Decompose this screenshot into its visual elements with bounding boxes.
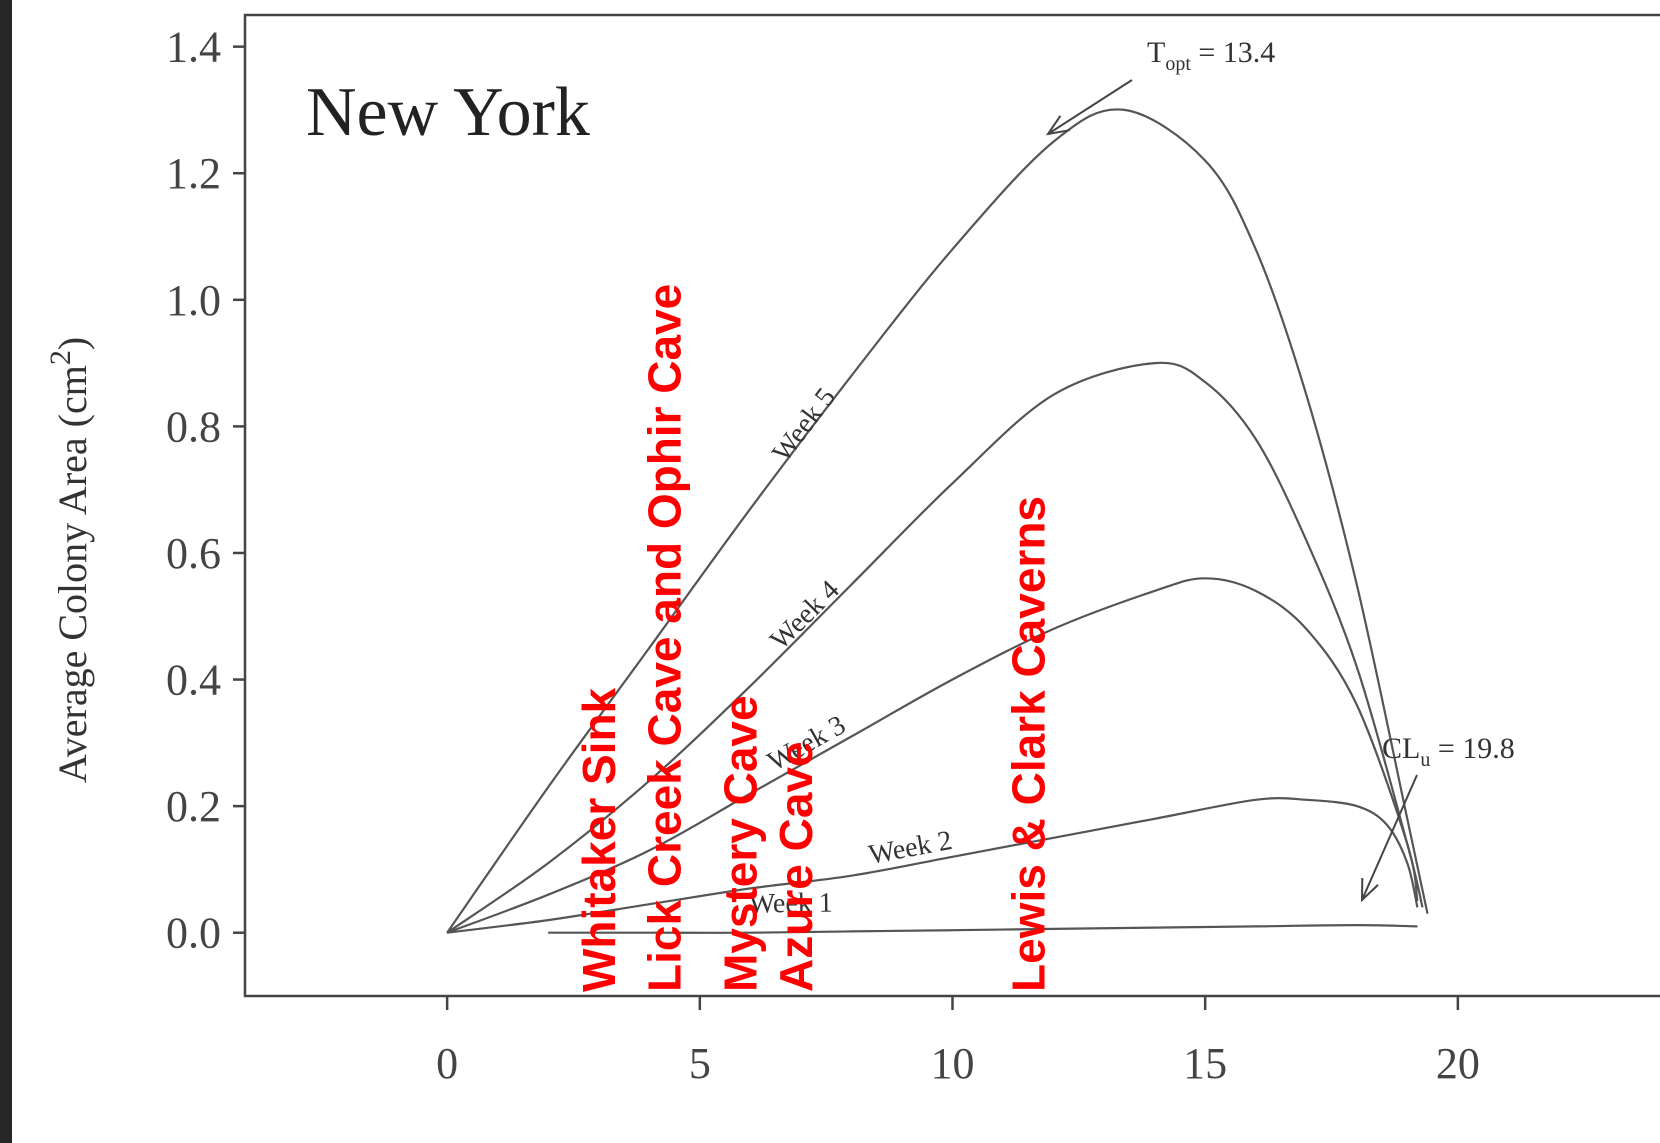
annotation-1-arrow bbox=[1047, 79, 1133, 135]
week-4-label: Week 4 bbox=[764, 575, 845, 656]
y-tick-label: 1.2 bbox=[166, 149, 221, 198]
week-5-line bbox=[446, 108, 1429, 934]
annotation-1-arrowhead bbox=[1045, 115, 1070, 136]
week-2-line bbox=[446, 797, 1419, 934]
y-tick-label: 0.8 bbox=[166, 402, 221, 451]
week-5-label: Week 5 bbox=[766, 382, 842, 468]
annotation-1: Topt = 13.4 bbox=[1147, 36, 1275, 75]
plot-frame bbox=[243, 13, 1660, 998]
week-1-label: Week 1 bbox=[749, 888, 833, 920]
y-tick-label: 1.0 bbox=[166, 276, 221, 325]
week-1-line bbox=[548, 923, 1418, 934]
x-tick-label: 0 bbox=[436, 1039, 458, 1088]
site-label-2: Lick Creek Cave and Ophir Cave bbox=[638, 284, 690, 992]
y-tick-label: 1.4 bbox=[166, 23, 221, 72]
x-tick-label: 20 bbox=[1436, 1039, 1480, 1088]
y-axis-label: Average Colony Area (cm2) bbox=[44, 337, 95, 783]
week-4-line bbox=[446, 361, 1424, 934]
x-tick-label: 5 bbox=[689, 1039, 711, 1088]
colony-area-chart: 0.0 0.2 0.4 0.6 0.8 1.0 1.2 1.4 0 5 10 15 20 Average … bbox=[44, 13, 1660, 1088]
y-tick-label: 0.4 bbox=[166, 656, 221, 705]
curves-layer bbox=[446, 108, 1429, 934]
chart-title: New York bbox=[306, 74, 590, 151]
annotation-2-arrow bbox=[1361, 774, 1418, 901]
annotation-2: CLu = 19.8 bbox=[1382, 732, 1515, 771]
site-label-4: Azure Cave bbox=[770, 741, 822, 992]
site-label-1: Whitaker Sink bbox=[573, 687, 625, 992]
annotation-2-arrowhead bbox=[1360, 877, 1379, 903]
site-label-3: Mystery Cave bbox=[714, 695, 766, 992]
x-tick-label: 15 bbox=[1183, 1039, 1227, 1088]
site-markers-layer: Whitaker Sink Lick Creek Cave and Ophir C… bbox=[573, 284, 1055, 992]
y-tick-label: 0.0 bbox=[166, 909, 221, 958]
x-tick-label: 10 bbox=[931, 1039, 975, 1088]
y-tick-label: 0.2 bbox=[166, 782, 221, 831]
week-3-line bbox=[446, 577, 1419, 934]
site-label-5: Lewis & Clark Caverns bbox=[1002, 496, 1054, 992]
annotations-layer: Topt = 13.4 CLu = 19.8 bbox=[1045, 36, 1515, 903]
figure-panel: 0.0 0.2 0.4 0.6 0.8 1.0 1.2 1.4 0 5 10 15 20 Average … bbox=[12, 0, 1660, 1143]
axes-layer bbox=[233, 13, 1660, 1010]
y-tick-label: 0.6 bbox=[166, 529, 221, 578]
